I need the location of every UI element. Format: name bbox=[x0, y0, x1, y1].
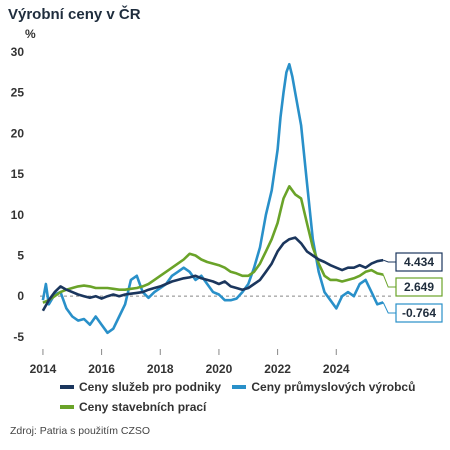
value-badge-connector bbox=[383, 259, 396, 263]
x-tick-label: 2014 bbox=[30, 362, 57, 375]
legend-label-services: Ceny služeb pro podniky bbox=[79, 380, 222, 394]
legend-label-construction: Ceny stavebních prací bbox=[79, 400, 207, 414]
y-tick-label: 20 bbox=[11, 126, 25, 140]
y-tick-label: 10 bbox=[11, 208, 25, 222]
legend-item-services: Ceny služeb pro podniky bbox=[60, 380, 221, 394]
value-badge-construction bbox=[395, 277, 443, 297]
x-tick-label: 2018 bbox=[147, 362, 174, 375]
value-badge-label: -0.764 bbox=[402, 306, 436, 320]
value-badge-label: 2.649 bbox=[404, 280, 434, 294]
y-tick-label: 15 bbox=[11, 167, 25, 181]
legend-swatch-construction bbox=[60, 405, 74, 409]
y-tick-label: 5 bbox=[17, 248, 24, 262]
legend-item-industrial: Ceny průmyslových výrobců bbox=[232, 380, 415, 394]
y-tick-label: 0 bbox=[17, 289, 24, 303]
value-badge-industrial bbox=[395, 303, 443, 323]
legend: Ceny služeb pro podniky Ceny průmyslovýc… bbox=[60, 378, 450, 418]
series-line-construction bbox=[42, 185, 384, 304]
y-axis-unit: % bbox=[25, 27, 36, 41]
value-badge-connector bbox=[382, 302, 396, 314]
value-badge-services bbox=[395, 252, 443, 272]
legend-swatch-services bbox=[60, 385, 74, 389]
legend-label-industrial: Ceny průmyslových výrobců bbox=[251, 380, 416, 394]
y-tick-label: -5 bbox=[13, 330, 24, 344]
value-badge-connector bbox=[382, 274, 396, 288]
chart-plot: -5 0 5 10 15 20 25 30 2014 2016 2018 2020 2022 2024 4… bbox=[11, 45, 443, 375]
value-badge-label: 4.434 bbox=[404, 255, 434, 269]
x-tick-label: 2020 bbox=[206, 362, 233, 375]
series-line-industrial bbox=[41, 62, 384, 335]
legend-item-construction: Ceny stavebních prací bbox=[60, 400, 206, 414]
source-note: Zdroj: Patria s použitím CZSO bbox=[10, 425, 151, 437]
y-tick-label: 25 bbox=[11, 86, 25, 100]
legend-swatch-industrial bbox=[232, 385, 247, 389]
chart-title: Výrobní ceny v ČR bbox=[8, 6, 141, 23]
x-tick-label: 2022 bbox=[264, 362, 291, 375]
series-line-services bbox=[41, 236, 384, 312]
x-tick-label: 2024 bbox=[323, 362, 350, 375]
y-tick-label: 30 bbox=[11, 45, 25, 59]
x-tick-label: 2016 bbox=[88, 362, 115, 375]
